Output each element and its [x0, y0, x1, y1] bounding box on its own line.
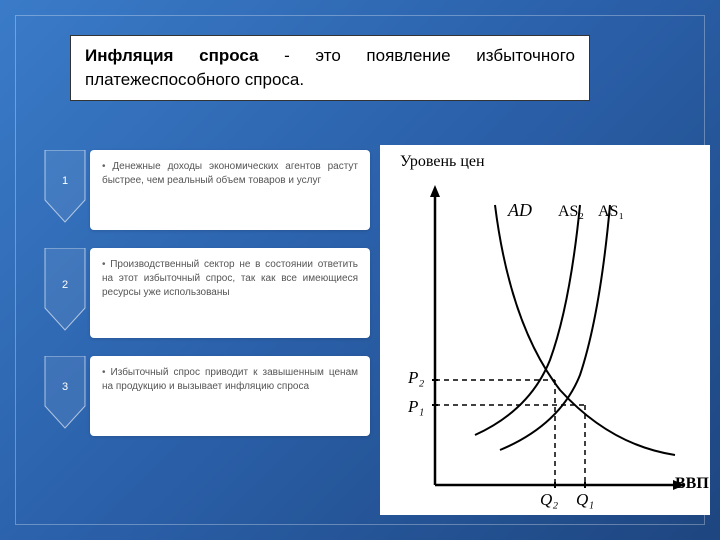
label-Q2: Q₂ [540, 490, 558, 510]
label-AS1: AS₁ [598, 203, 624, 221]
label-P2: P₂ [408, 368, 424, 388]
list-area: 1 Денежные доходы экономических агентов … [40, 150, 370, 454]
label-AD: AD [508, 200, 532, 221]
chevron-icon: 3 [40, 356, 90, 436]
item-text: Производственный сектор не в состоянии о… [90, 248, 370, 338]
chart-area: Уровень цен ВВП [380, 145, 710, 515]
label-Q1: Q₁ [576, 490, 594, 510]
list-item: 3 Избыточный спрос приводит к завышенным… [40, 356, 370, 436]
chevron-icon: 2 [40, 248, 90, 338]
label-P1: P₁ [408, 397, 424, 417]
svg-text:2: 2 [62, 279, 68, 291]
svg-text:3: 3 [62, 381, 68, 393]
title-box: Инфляция спроса - это появление избыточн… [70, 35, 590, 101]
list-item: 2 Производственный сектор не в состоянии… [40, 248, 370, 338]
chevron-icon: 1 [40, 150, 90, 230]
item-text: Денежные доходы экономических агентов ра… [90, 150, 370, 230]
slide: Инфляция спроса - это появление избыточн… [0, 0, 720, 540]
list-item: 1 Денежные доходы экономических агентов … [40, 150, 370, 230]
economics-graph [380, 145, 710, 515]
title-bold: Инфляция спроса [85, 46, 259, 65]
item-text: Избыточный спрос приводит к завышенным ц… [90, 356, 370, 436]
label-AS2: AS₂ [558, 203, 584, 221]
svg-text:1: 1 [62, 175, 68, 187]
